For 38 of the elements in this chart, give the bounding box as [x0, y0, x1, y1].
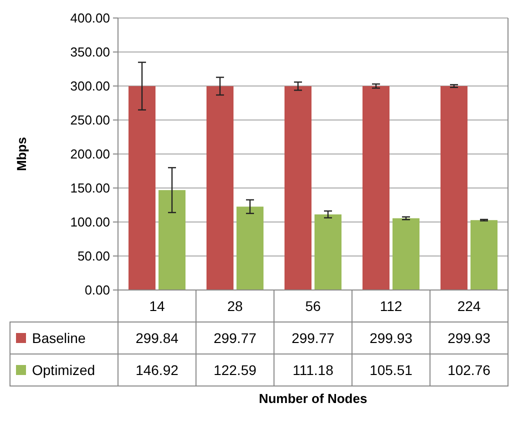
y-tick-label: 250.00: [70, 112, 110, 128]
legend-label: Optimized: [32, 362, 96, 378]
x-tick-label: 224: [457, 298, 481, 314]
bar: [392, 218, 420, 290]
data-label: 146.92: [136, 362, 179, 378]
data-label: 102.76: [448, 362, 491, 378]
text: Number of Nodes: [258, 391, 368, 406]
data-label: 299.77: [214, 330, 257, 346]
data-label: 122.59: [214, 362, 257, 378]
bar: [158, 190, 186, 290]
y-tick-label: 300.00: [70, 78, 110, 94]
y-axis-title: Mbps: [14, 137, 29, 171]
data-label: 299.77: [292, 330, 335, 346]
bar: [440, 86, 468, 290]
y-tick-label: 350.00: [70, 44, 110, 60]
data-label: 299.93: [370, 330, 413, 346]
y-tick-label: 100.00: [70, 214, 110, 230]
bar: [314, 214, 342, 290]
data-label: 299.93: [448, 330, 491, 346]
data-label: 299.84: [136, 330, 179, 346]
bar: [128, 86, 156, 290]
y-tick-label: 0.00: [84, 282, 110, 298]
y-tick-label: 50.00: [77, 248, 110, 264]
x-tick-label: 28: [227, 298, 243, 314]
bar: [470, 220, 498, 290]
x-tick-label: 112: [380, 298, 402, 314]
bar: [206, 86, 234, 290]
bar: [362, 86, 390, 290]
y-tick-label: 200.00: [70, 146, 110, 162]
x-tick-label: 14: [149, 298, 165, 314]
data-label: 105.51: [370, 362, 413, 378]
y-tick-label: 150.00: [70, 180, 110, 196]
bar: [236, 206, 264, 290]
data-label: 111.18: [292, 362, 334, 378]
y-tick-label: 400.00: [70, 10, 110, 26]
x-tick-label: 56: [305, 298, 321, 314]
legend-label: Baseline: [32, 330, 86, 346]
bar: [284, 86, 312, 290]
